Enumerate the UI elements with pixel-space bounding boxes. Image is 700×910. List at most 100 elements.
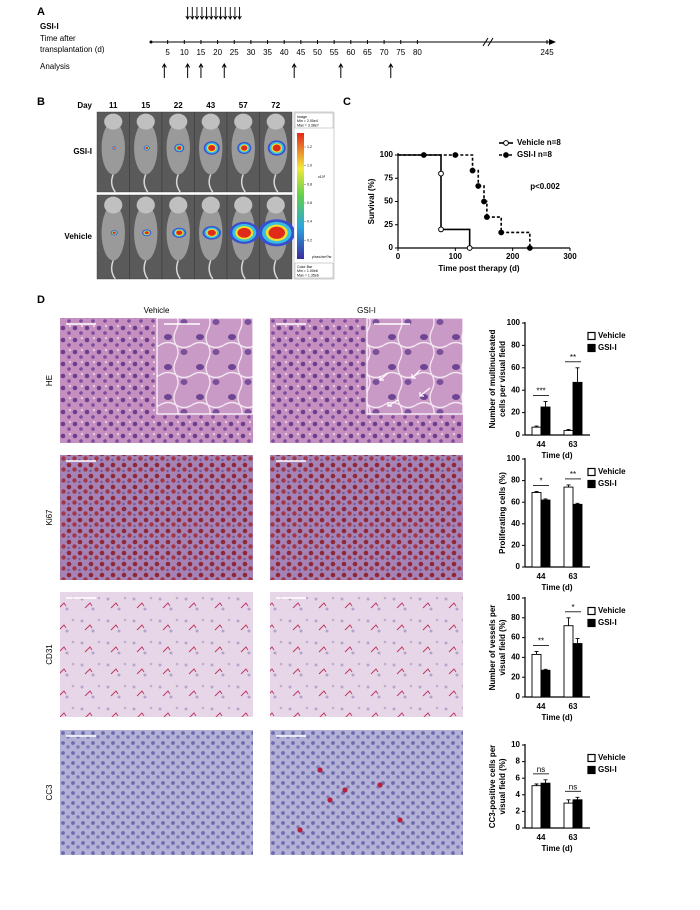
mouse-body <box>104 113 123 130</box>
info-text: Max = 3.38e7 <box>297 123 319 127</box>
day-header: 72 <box>271 101 280 110</box>
survival-marker <box>438 170 444 177</box>
day-label: Day <box>77 101 92 110</box>
error-bar <box>534 651 539 655</box>
micrograph <box>270 730 463 855</box>
timeline-tick-label: 20 <box>213 48 222 57</box>
bar <box>572 799 583 829</box>
day-header: 22 <box>174 101 183 110</box>
timeline-tick-label: 55 <box>330 48 339 57</box>
mouse-tail <box>273 260 279 280</box>
bar <box>563 802 574 829</box>
timeline-label: transplantation (d) <box>40 45 105 54</box>
x-axis-label: Time (d) <box>542 451 573 460</box>
survival-marker <box>498 229 505 236</box>
y-tick-label: 60 <box>511 497 520 506</box>
micrograph <box>60 730 253 855</box>
treatment-arrow <box>223 7 228 20</box>
bar <box>531 426 542 436</box>
analysis-arrow <box>221 62 227 78</box>
annotation: p<0.002 <box>530 182 560 191</box>
y-tick-label: 20 <box>511 672 520 681</box>
mouse-body <box>234 196 253 214</box>
significance-label: ** <box>570 470 576 479</box>
y-tick-label: 4 <box>516 790 521 799</box>
bar <box>563 486 574 568</box>
y-axis-label: Proliferating cells (%) <box>498 472 507 554</box>
legend-label: GSI-I <box>598 618 617 627</box>
y-tick-label: 100 <box>507 318 521 327</box>
mouse-body <box>136 196 155 214</box>
x-tick-label: 63 <box>569 702 578 711</box>
survival-marker <box>475 183 482 189</box>
panel-label: B <box>37 96 45 108</box>
timeline-tick-label: 45 <box>296 48 305 57</box>
legend-label: Vehicle <box>598 753 626 762</box>
x-tick-label: 44 <box>537 702 546 711</box>
inset-arrow <box>411 369 421 379</box>
mouse-body <box>136 113 155 130</box>
significance-label: ** <box>570 353 576 362</box>
timeline-tick-label: 10 <box>180 48 189 57</box>
axis-arrowhead <box>549 39 556 45</box>
y-axis-label: cells per visual field <box>498 341 507 417</box>
day-header: 43 <box>206 101 215 110</box>
y-tick-label: 60 <box>511 633 520 642</box>
info-text: Min = 1.00e6 <box>297 269 318 273</box>
y-tick-label: 6 <box>516 773 521 782</box>
treatment-arrow <box>213 7 219 20</box>
mouse-tail <box>240 174 246 193</box>
bli-signal <box>113 147 116 149</box>
analysis-label: Analysis <box>40 62 70 71</box>
error-bar <box>575 638 580 644</box>
bli-signal <box>241 145 248 151</box>
y-tick-label: 100 <box>507 593 521 602</box>
day-header: 15 <box>141 101 150 110</box>
y-tick-label: 100 <box>380 150 394 159</box>
legend-label: GSI-I <box>598 343 617 352</box>
x-tick-label: 44 <box>537 440 546 449</box>
column-header: GSI-I <box>357 306 376 315</box>
mouse-tail <box>175 260 181 280</box>
mouse-tail <box>240 260 246 280</box>
legend-label: Vehicle <box>598 331 626 340</box>
y-tick-label: 40 <box>511 385 520 394</box>
survival-marker <box>452 152 459 158</box>
bli-signal <box>176 230 183 236</box>
y-tick-label: 40 <box>511 653 520 662</box>
significance-label: * <box>571 603 574 612</box>
x-tick-label: 44 <box>537 833 546 842</box>
mouse-body <box>234 113 253 130</box>
apoptotic-cell <box>342 787 348 793</box>
mouse-body <box>201 113 220 130</box>
treatment-arrow <box>194 7 200 20</box>
day-header: 57 <box>239 101 248 110</box>
y-tick-label: 25 <box>384 220 393 229</box>
treatment-arrow <box>190 7 195 20</box>
timeline-tick-label: 40 <box>280 48 289 57</box>
bli-signal <box>268 226 286 239</box>
y-axis-label: Survival (%) <box>367 178 376 224</box>
y-tick-label: 75 <box>384 173 393 182</box>
apoptotic-cell <box>377 782 383 788</box>
bar <box>540 406 551 436</box>
treatment-arrow <box>204 7 209 20</box>
legend-swatch <box>587 618 596 628</box>
timeline-tick-label: 15 <box>196 48 205 57</box>
significance-label: ns <box>537 765 545 774</box>
mouse-tail <box>175 174 181 193</box>
panel-label: A <box>37 6 45 18</box>
inset-arrow <box>419 387 431 397</box>
info-box <box>294 262 334 279</box>
y-tick-label: 2 <box>516 807 521 816</box>
inset-arrow <box>379 372 389 381</box>
significance-label: *** <box>536 387 545 396</box>
treatment-arrow <box>209 7 214 20</box>
survival-marker <box>469 167 476 174</box>
legend-swatch <box>587 331 596 341</box>
x-tick-label: 0 <box>396 252 401 261</box>
bli-signal <box>112 231 116 234</box>
bar <box>540 669 551 698</box>
y-tick-label: 0 <box>516 692 521 701</box>
